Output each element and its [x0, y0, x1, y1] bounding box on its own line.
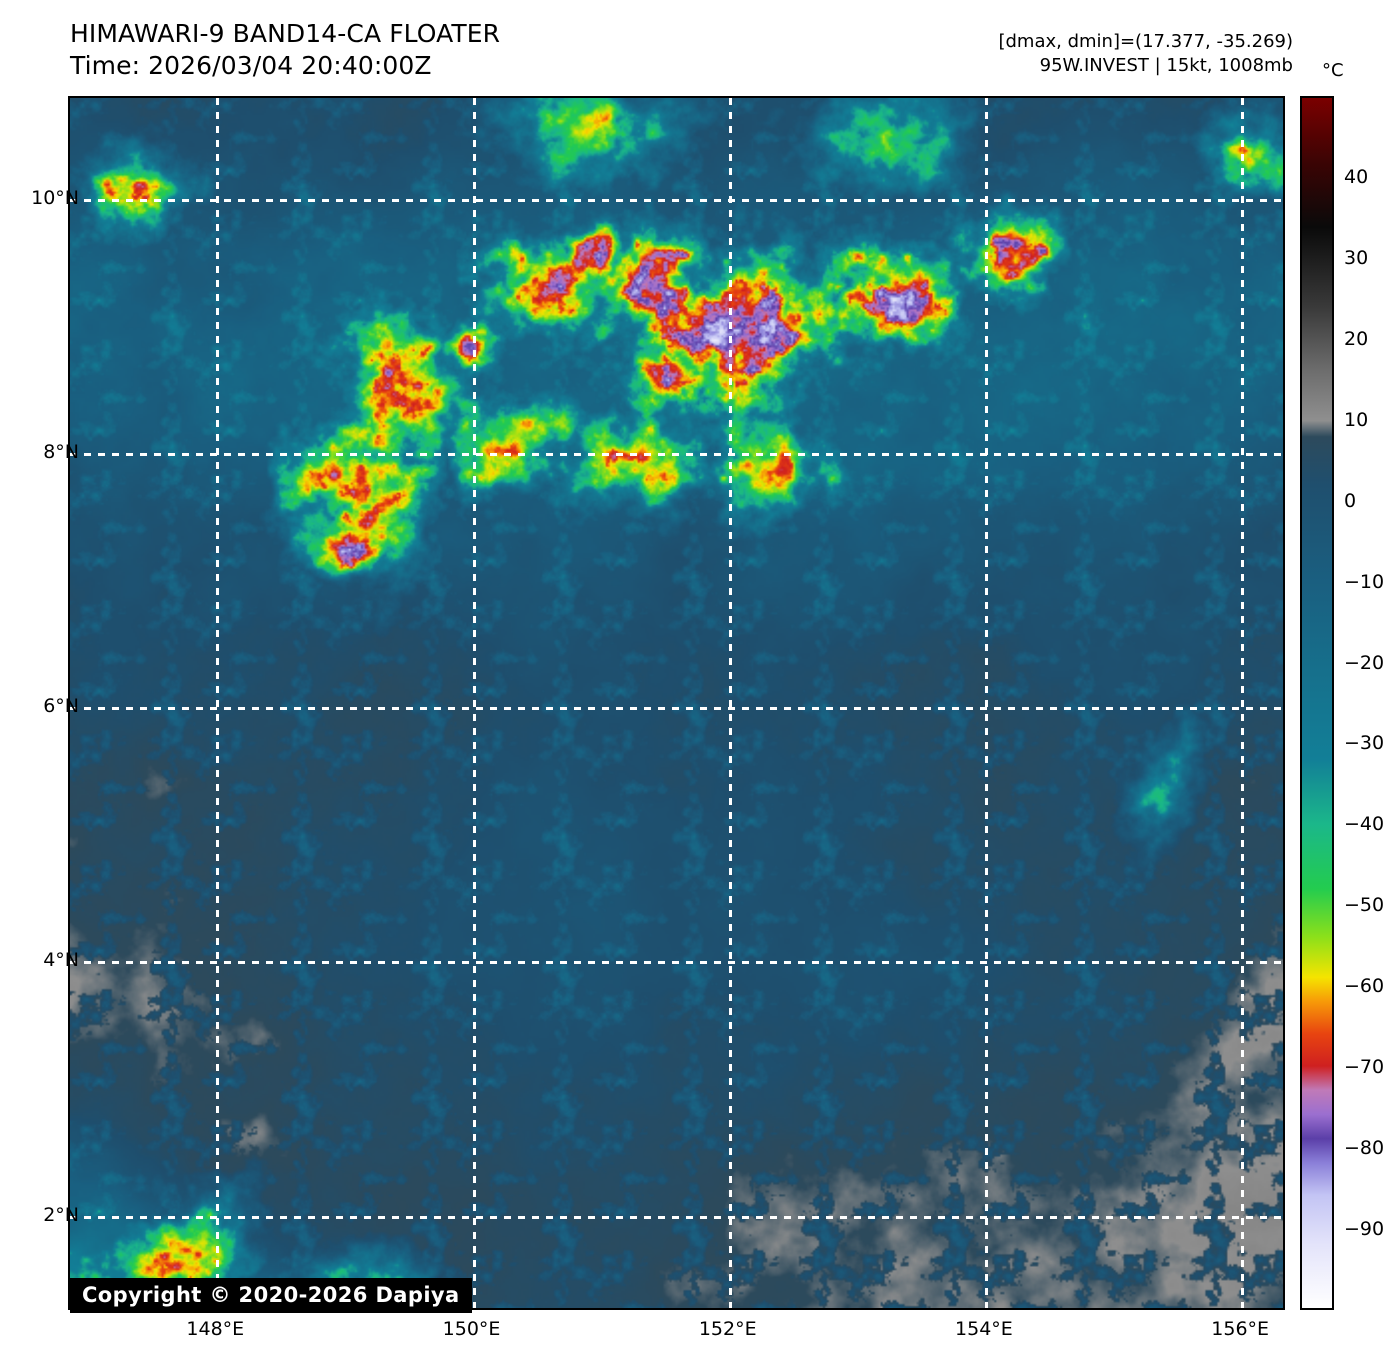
satellite-imagery-canvas [70, 98, 1283, 1308]
copyright-banner: Copyright © 2020-2026 Dapiya [70, 1278, 472, 1313]
colorbar-tick-20: 20 [1344, 327, 1369, 350]
colorbar-tick--80: −80 [1344, 1137, 1385, 1160]
colorbar[interactable] [1300, 96, 1334, 1310]
lon-tick-152: 152°E [698, 1318, 757, 1340]
lat-tick-2: 2°N [43, 1203, 79, 1226]
colorbar-tick--40: −40 [1344, 813, 1385, 836]
colorbar-tick--60: −60 [1344, 975, 1385, 998]
timestamp-label: Time: 2026/03/04 20:40:00Z [70, 51, 432, 80]
colorbar-tick--20: −20 [1344, 651, 1385, 674]
colorbar-tick-30: 30 [1344, 246, 1369, 269]
colorbar-tick-40: 40 [1344, 165, 1369, 188]
colorbar-tick--30: −30 [1344, 732, 1385, 755]
lat-tick-4: 4°N [43, 949, 79, 972]
lon-tick-154: 154°E [955, 1318, 1013, 1340]
colorbar-tick-0: 0 [1344, 489, 1357, 512]
title-block: HIMAWARI-9 BAND14-CA FLOATER Time: 2026/… [70, 18, 500, 82]
lat-tick-6: 6°N [43, 695, 79, 718]
lon-tick-156: 156°E [1211, 1318, 1270, 1340]
colorbar-tick--10: −10 [1344, 570, 1385, 593]
satellite-image-plot[interactable] [68, 96, 1285, 1310]
page-title: HIMAWARI-9 BAND14-CA FLOATER [70, 19, 501, 48]
dmax-dmin-label: [dmax, dmin]=(17.377, -35.269) [998, 31, 1293, 52]
colorbar-tick--50: −50 [1344, 894, 1385, 917]
lon-tick-148: 148°E [186, 1318, 245, 1340]
colorbar-unit-label: °C [1322, 60, 1344, 81]
lat-tick-8: 8°N [43, 440, 79, 463]
colorbar-gradient [1302, 98, 1332, 1308]
colorbar-tick--70: −70 [1344, 1056, 1385, 1079]
lon-tick-150: 150°E [442, 1318, 501, 1340]
colorbar-tick--90: −90 [1344, 1218, 1385, 1241]
lat-tick-10: 10°N [31, 186, 79, 209]
storm-info-label: 95W.INVEST | 15kt, 1008mb [1039, 55, 1293, 76]
metadata-block: [dmax, dmin]=(17.377, -35.269) 95W.INVES… [998, 30, 1293, 78]
colorbar-tick-10: 10 [1344, 408, 1369, 431]
